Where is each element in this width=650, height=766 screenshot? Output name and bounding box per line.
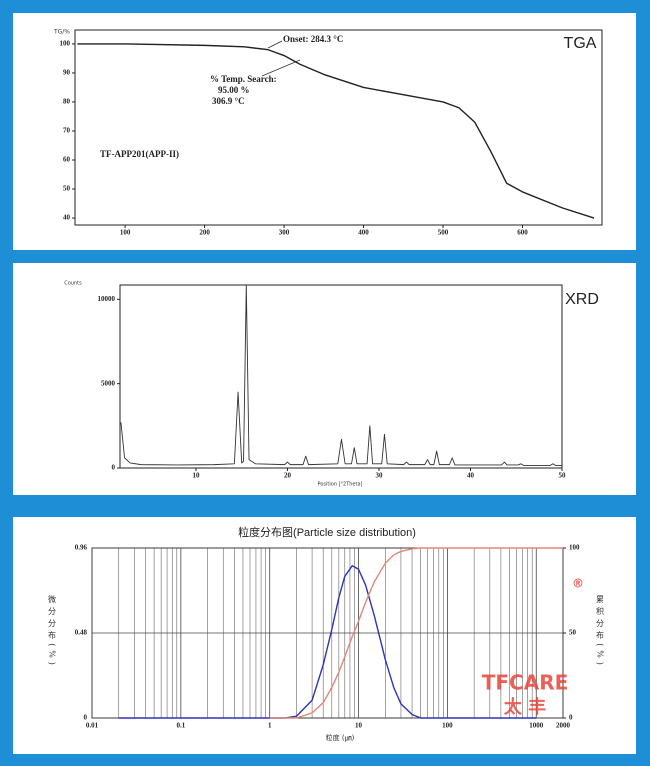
- y-tick-label: 40: [63, 214, 71, 222]
- y-tick-label: 5000: [101, 379, 116, 387]
- x-tick-label: 0.01: [86, 722, 99, 730]
- annotation: TF-APP201(APP-II): [100, 149, 179, 159]
- y-tick-label: 0.96: [75, 544, 88, 552]
- x-tick-label: 0.1: [176, 722, 185, 730]
- y-tick-label: 100: [60, 40, 71, 48]
- x-tick-label: 20: [284, 472, 292, 480]
- y-axis-label: 微分分布(%): [48, 594, 57, 669]
- y2-axis-label: 累积分布(%): [596, 595, 605, 669]
- chart-title: 粒度分布图(Particle size distribution): [238, 525, 416, 539]
- y-tick-label: 70: [63, 127, 71, 135]
- y2-tick-label: 100: [569, 544, 580, 552]
- data-line: [120, 284, 562, 466]
- data-line: [118, 565, 537, 719]
- chart-title: XRD: [565, 291, 599, 308]
- x-tick-label: 600: [517, 229, 528, 237]
- y-axis-label: TG/%: [53, 29, 70, 36]
- plot-frame: [74, 29, 603, 226]
- x-tick-label: 30: [375, 472, 383, 480]
- y2-tick-label: 50: [569, 629, 577, 637]
- y-tick-label: 50: [63, 185, 71, 193]
- x-tick-label: 1: [268, 722, 272, 730]
- x-tick-label: 10: [192, 472, 200, 480]
- data-line: [269, 547, 563, 719]
- x-tick-label: 300: [279, 229, 290, 237]
- x-tick-label: 50: [559, 472, 567, 480]
- x-tick-label: 10: [355, 722, 363, 730]
- annotation: TFCARE: [482, 671, 569, 695]
- x-tick-label: 1000: [529, 722, 544, 730]
- x-tick-label: 400: [358, 229, 369, 237]
- annotation: 306.9 °C: [212, 96, 245, 106]
- x-tick-label: 100: [442, 722, 453, 730]
- y-tick-label: 60: [63, 156, 71, 164]
- x-tick-label: 2000: [556, 722, 571, 730]
- annotation: 95.00 %: [218, 85, 250, 95]
- data-line: [77, 43, 595, 219]
- y-tick-label: 80: [63, 98, 71, 106]
- x-tick-label: 100: [120, 229, 131, 237]
- y2-tick-label: 0: [569, 714, 573, 722]
- y-axis-label: Counts: [64, 281, 82, 287]
- x-tick-label: 40: [467, 472, 475, 480]
- panel: [13, 263, 636, 495]
- annotation: ®: [572, 577, 584, 591]
- annotation: 太 丰: [504, 696, 546, 718]
- y-tick-label: 0: [112, 464, 116, 472]
- x-axis-label: 粒度 (㎛): [326, 733, 355, 743]
- x-tick-label: 200: [199, 229, 210, 237]
- chart-title: TGA: [564, 35, 597, 52]
- y-tick-label: 0.48: [75, 629, 88, 637]
- leader-line: [267, 40, 283, 49]
- y-tick-label: 0: [84, 714, 88, 722]
- panel: [13, 13, 636, 250]
- y-tick-label: 90: [63, 69, 71, 77]
- plot-frame: [119, 284, 563, 469]
- annotation: Onset: 284.3 °C: [283, 34, 343, 44]
- x-tick-label: 500: [438, 229, 449, 237]
- y-tick-label: 10000: [98, 295, 116, 303]
- x-axis-label: Position [°2Theta]: [318, 482, 363, 488]
- annotation: % Temp. Search:: [210, 74, 277, 84]
- leader-line: [261, 59, 301, 77]
